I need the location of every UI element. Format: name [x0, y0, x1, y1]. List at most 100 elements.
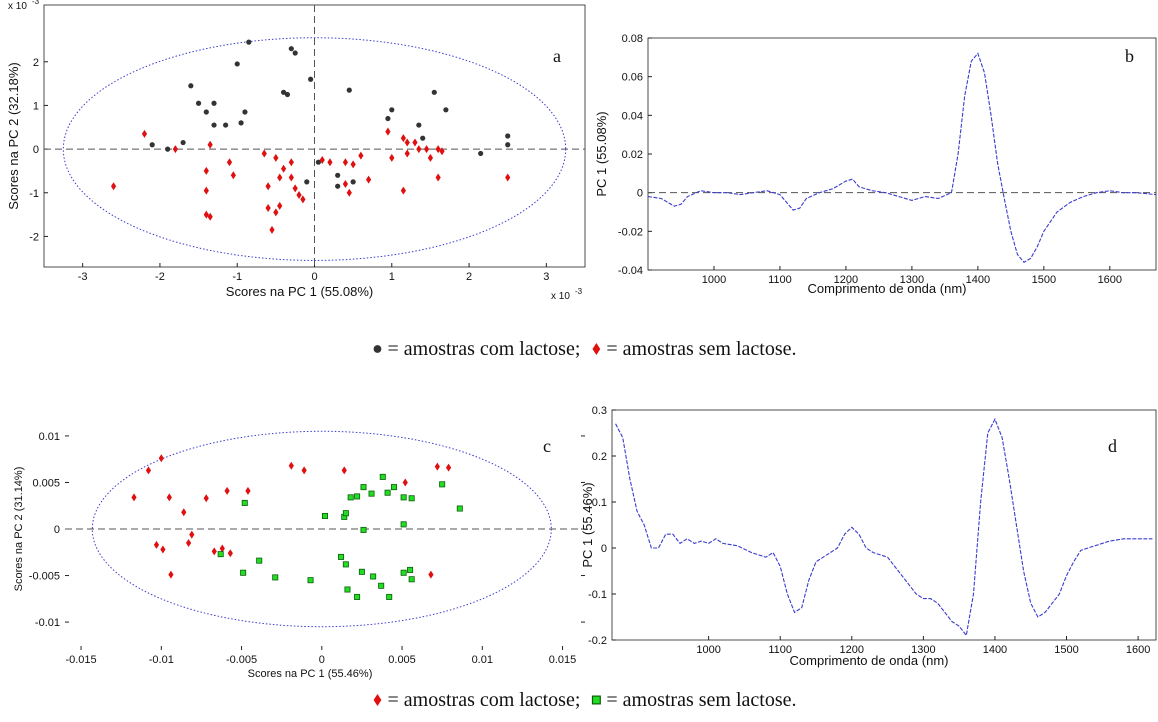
point — [435, 145, 441, 154]
legend-label: = amostras sem lactose. — [606, 689, 796, 711]
x-tick-label: 0.015 — [549, 654, 577, 666]
point — [207, 140, 213, 149]
x-tick-label: 1600 — [1098, 274, 1122, 286]
x-tick-label: 1000 — [696, 644, 720, 656]
x-tick-label: 1400 — [966, 274, 990, 286]
point — [408, 495, 415, 502]
point — [386, 593, 393, 600]
point — [211, 122, 217, 128]
point — [292, 50, 298, 56]
point — [416, 122, 422, 128]
y-tick-label: 2 — [33, 57, 39, 69]
legend-label: = amostras com lactose; — [387, 689, 580, 711]
point — [153, 540, 160, 549]
point — [256, 557, 263, 564]
point — [384, 489, 391, 496]
point — [280, 89, 287, 95]
point — [385, 115, 391, 122]
x-tick-label: 3 — [543, 271, 549, 283]
x-tick-label: 0 — [311, 271, 317, 283]
legend-label: = amostras com lactose; — [387, 338, 580, 360]
point — [203, 210, 209, 219]
point — [315, 159, 321, 165]
point — [360, 526, 367, 533]
point — [272, 574, 279, 581]
point — [158, 454, 164, 463]
x-tick-label: 1100 — [768, 644, 792, 656]
point — [189, 530, 195, 539]
x-tick-label: -0.005 — [226, 654, 257, 666]
point — [181, 508, 187, 517]
point — [141, 129, 148, 138]
point — [350, 179, 356, 185]
point — [505, 133, 511, 139]
point — [346, 188, 352, 197]
panel-letter: a — [553, 46, 561, 66]
point — [591, 695, 601, 705]
y-tick-label: 1 — [33, 100, 39, 112]
axis-exponent-power: -3 — [32, 0, 40, 6]
point — [234, 61, 240, 67]
x-tick-label: 0.01 — [472, 654, 493, 666]
point — [230, 171, 236, 180]
axis-exponent-power: -3 — [575, 287, 583, 296]
point — [378, 582, 385, 589]
point — [592, 343, 601, 355]
point — [245, 486, 251, 495]
spectrum-line — [615, 417, 1153, 637]
x-tick-label: 2 — [466, 271, 472, 283]
point — [443, 107, 449, 113]
y-tick-label: -1 — [29, 188, 39, 200]
point — [241, 499, 248, 506]
x-tick-label: -1 — [232, 271, 242, 283]
point — [342, 510, 349, 517]
y-tick-label: 0.08 — [622, 33, 643, 45]
point — [342, 180, 349, 189]
x-tick-label: 1500 — [1054, 644, 1078, 656]
y-tick-label: 0.005 — [32, 477, 60, 489]
point — [226, 158, 233, 167]
point — [346, 87, 352, 93]
x-tick-label: -0.01 — [149, 654, 174, 666]
point — [428, 570, 434, 579]
point — [217, 551, 224, 558]
point — [265, 204, 271, 213]
point — [408, 576, 415, 583]
point — [296, 190, 302, 199]
point — [400, 186, 406, 195]
x-tick-label: 1200 — [840, 644, 864, 656]
y-tick-label: 0.02 — [622, 149, 643, 161]
point — [277, 201, 283, 210]
point — [335, 183, 341, 189]
x-tick-label: 0 — [319, 654, 325, 666]
point — [211, 100, 217, 106]
point — [224, 486, 230, 495]
point — [456, 505, 463, 512]
point — [445, 463, 452, 472]
point — [379, 473, 386, 480]
point — [344, 586, 351, 593]
point — [370, 573, 377, 580]
point — [391, 484, 398, 491]
point — [185, 538, 192, 547]
point — [273, 153, 279, 162]
point — [439, 481, 446, 488]
point — [373, 694, 382, 706]
point — [203, 494, 209, 503]
point — [240, 569, 247, 576]
point — [338, 553, 345, 560]
point — [160, 545, 166, 554]
point — [308, 76, 314, 82]
point — [188, 83, 194, 89]
point — [145, 466, 152, 475]
x-tick-label: 1000 — [702, 274, 726, 286]
point — [400, 521, 407, 528]
point — [420, 135, 426, 141]
y-axis-label: PC 1 (55.46%) — [580, 482, 595, 567]
point — [342, 158, 349, 167]
x-tick-label: 1400 — [983, 644, 1007, 656]
point — [284, 91, 291, 98]
point — [207, 212, 213, 221]
point — [404, 138, 410, 147]
plot-frame — [647, 37, 1157, 271]
